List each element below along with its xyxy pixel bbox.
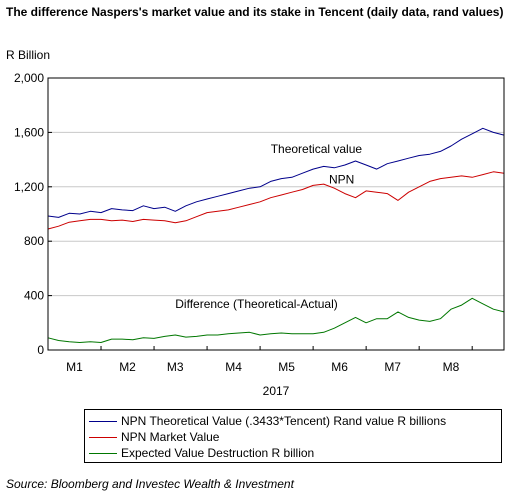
legend-swatch — [89, 452, 117, 454]
legend: NPN Theoretical Value (.3433*Tencent) Ra… — [84, 409, 502, 463]
x-tick-label: M3 — [167, 360, 184, 374]
series-line-1 — [47, 127, 505, 218]
legend-label: NPN Market Value — [121, 430, 220, 444]
legend-item: NPN Theoretical Value (.3433*Tencent) Ra… — [85, 413, 501, 429]
x-tick-label: M2 — [119, 360, 136, 374]
legend-label: Expected Value Destruction R billion — [121, 446, 315, 460]
x-tick-label: M8 — [443, 360, 460, 374]
series-line-2 — [47, 171, 505, 230]
y-axis: 0 400 800 1,200 1,600 2,000 — [14, 71, 52, 357]
y-tick-label: 1,600 — [14, 125, 44, 139]
annotations: Theoretical value NPN Difference (Theoreti… — [175, 142, 362, 311]
y-tick-label: 0 — [37, 343, 44, 357]
legend-item: Expected Value Destruction R billion — [85, 445, 501, 461]
legend-item: NPN Market Value — [85, 429, 501, 445]
y-tick-label: 800 — [24, 234, 44, 248]
x-tick-label: M5 — [278, 360, 295, 374]
annotation-label: Difference (Theoretical-Actual) — [175, 297, 338, 311]
y-tick-label: 400 — [24, 289, 44, 303]
x-tick-label: M4 — [225, 360, 242, 374]
x-tick-label: M7 — [384, 360, 401, 374]
y-tick-label: 2,000 — [14, 71, 44, 85]
x-axis-label: 2017 — [263, 384, 290, 398]
gridlines — [48, 131, 504, 297]
series-layer — [47, 127, 505, 343]
legend-label: NPN Theoretical Value (.3433*Tencent) Ra… — [121, 414, 447, 428]
x-tick-label: M1 — [66, 360, 83, 374]
series-line-3 — [47, 297, 505, 343]
legend-swatch — [89, 436, 117, 438]
x-axis: M1 M2 M3 M4 M5 M6 M7 M8 — [47, 346, 473, 374]
legend-swatch — [89, 420, 117, 422]
annotation-label: Theoretical value — [271, 142, 363, 156]
annotation-label: NPN — [329, 172, 354, 186]
source-note: Source: Bloomberg and Investec Wealth & … — [6, 477, 294, 491]
plot-frame — [47, 77, 505, 351]
chart-title: The difference Naspers's market value an… — [6, 5, 504, 19]
y-axis-label: R Billion — [6, 48, 51, 62]
x-tick-label: M6 — [331, 360, 348, 374]
y-tick-label: 1,200 — [14, 180, 44, 194]
